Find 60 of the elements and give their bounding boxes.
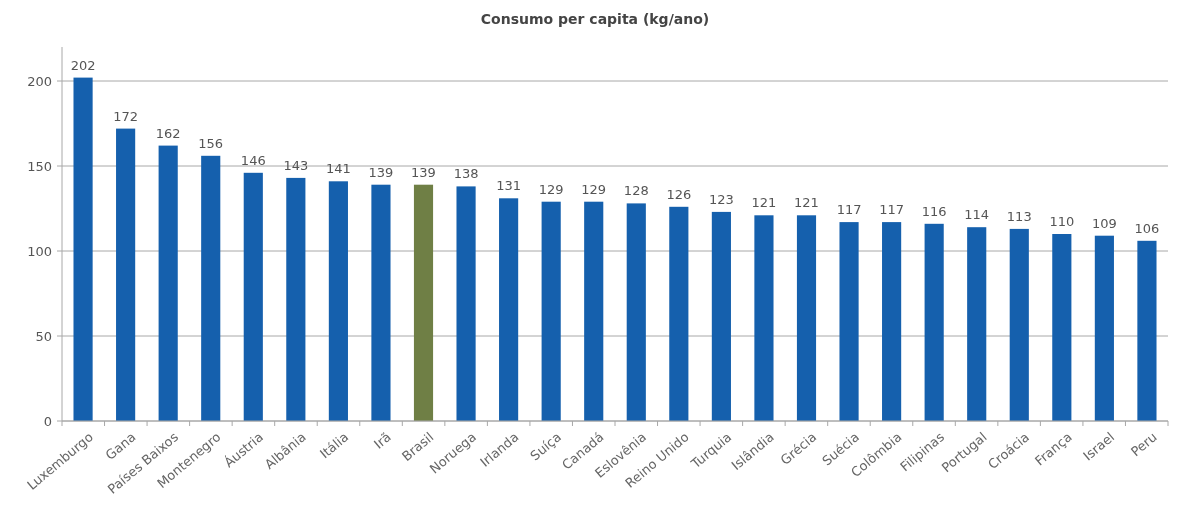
bar xyxy=(1094,235,1114,421)
y-tick-label: 100 xyxy=(27,243,52,259)
data-label: 117 xyxy=(879,202,905,218)
bar xyxy=(626,203,646,421)
bar xyxy=(201,155,221,421)
y-tick-label: 150 xyxy=(27,158,52,174)
bar xyxy=(924,223,944,421)
bar xyxy=(116,128,136,421)
data-label: 143 xyxy=(283,157,309,173)
data-label: 121 xyxy=(751,195,777,211)
bar xyxy=(967,227,987,421)
data-label: 202 xyxy=(70,57,96,73)
data-label: 146 xyxy=(240,152,266,168)
data-label: 126 xyxy=(666,186,692,202)
data-label: 162 xyxy=(155,125,181,141)
bar xyxy=(499,198,519,421)
data-label: 129 xyxy=(538,181,564,197)
bar xyxy=(73,77,93,421)
data-label: 129 xyxy=(581,181,607,197)
bar xyxy=(839,222,859,421)
data-label: 156 xyxy=(198,135,224,151)
y-tick-label: 50 xyxy=(35,328,52,344)
data-label: 139 xyxy=(411,164,436,180)
bar xyxy=(413,184,434,421)
bar xyxy=(584,201,604,421)
x-tick-label: Peru xyxy=(1127,429,1160,460)
data-label: 121 xyxy=(794,195,819,211)
data-label: 109 xyxy=(1091,215,1117,231)
bar xyxy=(1009,228,1029,421)
bar xyxy=(243,172,263,421)
data-label: 139 xyxy=(368,164,394,180)
data-label: 113 xyxy=(1006,208,1032,224)
bar xyxy=(286,177,306,421)
data-label: 138 xyxy=(453,166,479,182)
data-label: 131 xyxy=(496,178,522,194)
bar xyxy=(456,186,476,421)
bar xyxy=(882,222,902,421)
data-label: 116 xyxy=(921,203,947,219)
data-label: 123 xyxy=(708,191,734,207)
data-label: 141 xyxy=(325,161,351,177)
bar xyxy=(796,215,817,421)
bar xyxy=(754,215,774,421)
bar xyxy=(1137,240,1157,421)
data-label: 117 xyxy=(836,202,862,218)
bar xyxy=(328,181,348,421)
bar xyxy=(371,184,391,421)
bar xyxy=(711,211,731,421)
data-label: 114 xyxy=(964,207,990,223)
data-label: 128 xyxy=(623,183,649,199)
data-label: 110 xyxy=(1049,214,1075,229)
bar xyxy=(1052,234,1072,421)
bar xyxy=(669,206,689,421)
chart-title: Consumo per capita (kg/ano) xyxy=(480,11,710,27)
bar xyxy=(158,145,178,421)
data-label: 172 xyxy=(113,108,139,124)
data-label: 106 xyxy=(1134,220,1160,236)
y-tick-label: 0 xyxy=(43,413,52,429)
y-tick-label: 200 xyxy=(27,73,52,89)
x-tick-label: Irã xyxy=(371,429,394,452)
bar xyxy=(541,201,561,421)
